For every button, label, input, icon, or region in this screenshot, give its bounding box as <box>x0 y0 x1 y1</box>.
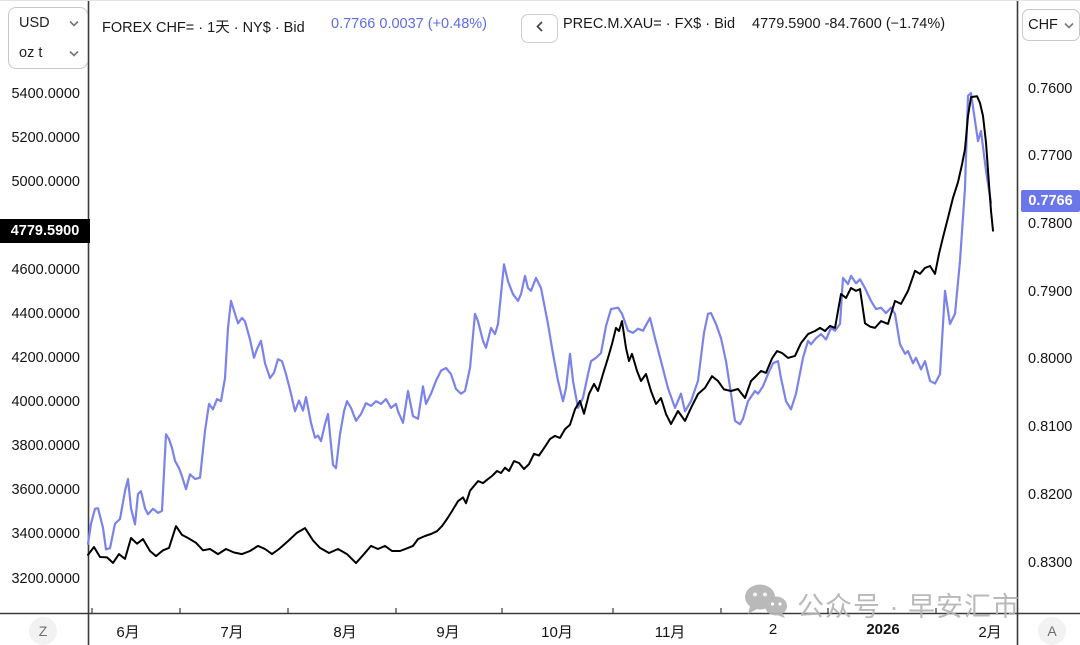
unit-selector-panel: USD oz t <box>8 7 88 69</box>
x-axis-label: 2026 <box>866 621 900 638</box>
xau-last-price-badge: 4779.5900 <box>0 218 90 243</box>
left-axis-tick-label: 3400.0000 <box>11 526 80 543</box>
x-axis-label: 6月 <box>116 624 140 641</box>
left-axis-tick-label: 5000.0000 <box>11 173 80 190</box>
left-axis-tick-label: 3200.0000 <box>11 570 80 587</box>
zoom-z-button[interactable]: Z <box>29 617 57 645</box>
chevron-down-icon <box>69 45 79 61</box>
right-axis-tick-label: 0.8300 <box>1028 554 1073 571</box>
xau-line <box>87 95 994 565</box>
right-axis-tick-label: 0.7700 <box>1028 148 1073 165</box>
chevron-down-icon <box>69 15 79 31</box>
weight-unit-select[interactable]: oz t <box>9 38 87 68</box>
currency-unit-select[interactable]: USD <box>9 8 87 38</box>
annotate-a-button[interactable]: A <box>1038 617 1066 645</box>
chevron-left-icon <box>535 20 544 38</box>
wechat-icon <box>744 583 788 626</box>
chf-quote: 0.7766 0.0037 (+0.48%) <box>331 16 487 32</box>
watermark: 公众号 · 早安汇市 <box>744 583 1020 626</box>
x-axis-label: 10月 <box>541 624 573 641</box>
x-axis-label: 8月 <box>333 624 357 641</box>
xau-instrument-title[interactable]: PREC.M.XAU= · FX$ · Bid <box>563 16 736 32</box>
weight-unit-label: oz t <box>19 45 43 61</box>
x-axis-label: 2 <box>768 621 778 638</box>
right-axis-tick-label: 0.7600 <box>1028 80 1073 97</box>
chevron-down-icon <box>1064 17 1074 33</box>
left-axis-tick-label: 4200.0000 <box>11 350 80 367</box>
chf-last-price-badge: 0.7766 <box>1021 190 1080 213</box>
left-axis-tick-label: 4000.0000 <box>11 394 80 411</box>
right-axis-tick-label: 0.8000 <box>1028 351 1073 368</box>
right-axis-tick-label: 0.7900 <box>1028 283 1073 300</box>
left-axis-tick-label: 5200.0000 <box>11 129 80 146</box>
right-axis-tick-label: 0.8100 <box>1028 419 1073 436</box>
chf-line <box>86 91 993 551</box>
right-axis-tick-label: 0.7800 <box>1028 215 1073 232</box>
left-axis-tick-label: 4400.0000 <box>11 305 80 322</box>
x-axis-label: 2月 <box>978 624 1002 641</box>
zoom-z-label: Z <box>38 623 48 639</box>
left-axis-tick-label: 4600.0000 <box>11 261 80 278</box>
xau-quote: 4779.5900 -84.7600 (−1.74%) <box>752 16 946 32</box>
left-axis-tick-label: 5400.0000 <box>11 85 80 102</box>
axis-currency-select[interactable]: CHF <box>1022 9 1080 41</box>
annotate-a-label: A <box>1047 623 1057 639</box>
right-axis-tick-label: 0.8200 <box>1028 486 1073 503</box>
watermark-text: 公众号 · 早安汇市 <box>797 592 1020 622</box>
x-axis-label: 11月 <box>654 624 686 641</box>
collapse-legend-button[interactable] <box>521 14 558 43</box>
x-axis-label: 9月 <box>436 624 460 641</box>
left-axis-tick-label: 3600.0000 <box>11 482 80 499</box>
left-axis-tick-label: 3800.0000 <box>11 438 80 455</box>
currency-unit-label: USD <box>19 15 50 31</box>
chf-instrument-title[interactable]: FOREX CHF= · 1天 · NY$ · Bid <box>102 20 305 36</box>
axis-currency-label: CHF <box>1028 17 1058 33</box>
x-axis-label: 7月 <box>220 624 244 641</box>
